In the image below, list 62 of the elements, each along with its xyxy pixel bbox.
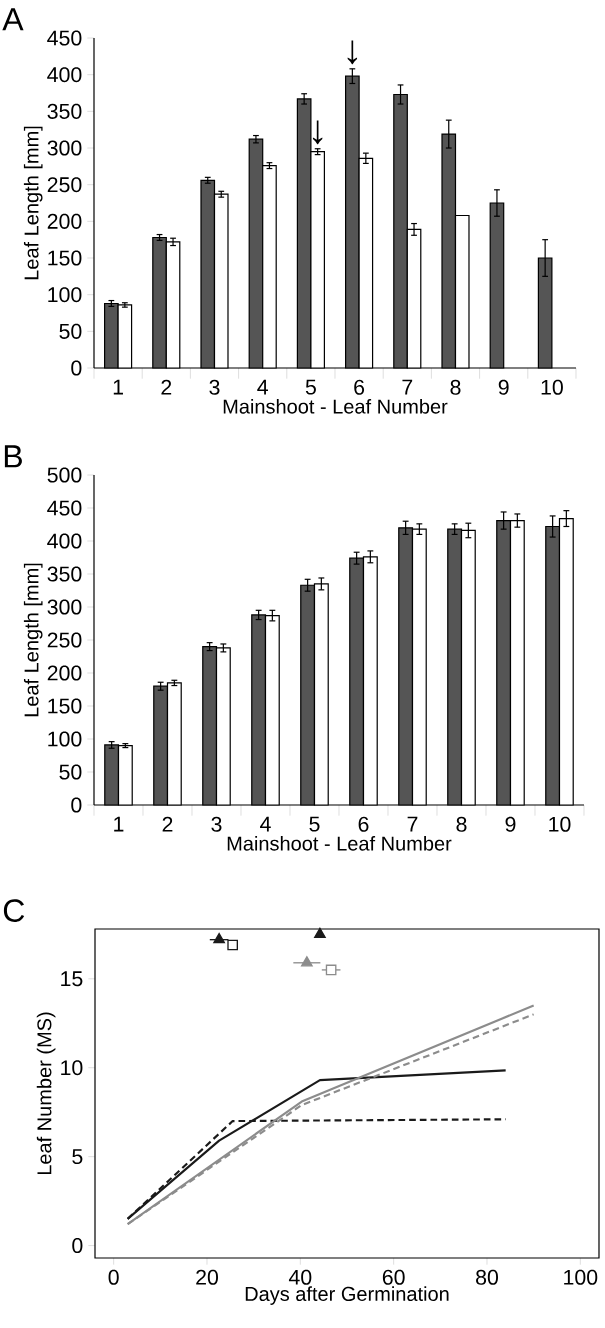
- y-tick-label: 150: [48, 698, 82, 714]
- y-tick-label: 10: [61, 1060, 83, 1076]
- y-axis-title: Leaf Number (MS): [36, 1012, 56, 1175]
- y-axis-title: Leaf Length [mm]: [23, 563, 43, 717]
- y-tick-label: 15: [61, 971, 83, 987]
- x-tick-label: 3: [209, 379, 220, 395]
- y-tick-label: 450: [47, 500, 82, 516]
- y-tick-label: 5: [72, 1149, 83, 1165]
- x-tick-label: 6: [358, 816, 369, 832]
- y-tick-label: 50: [59, 764, 82, 780]
- x-tick-label: 60: [382, 1269, 405, 1285]
- x-tick-label: 3: [211, 816, 222, 832]
- x-tick-label: 0: [108, 1269, 119, 1285]
- y-tick-label: 200: [47, 665, 82, 681]
- x-axis-title: Mainshoot - Leaf Number: [227, 835, 452, 851]
- x-tick-label: 40: [288, 1269, 312, 1285]
- y-tick-label: 250: [47, 177, 82, 193]
- x-tick-label: 4: [257, 379, 268, 395]
- x-tick-label: 4: [260, 816, 271, 832]
- x-tick-label: 80: [476, 1269, 499, 1285]
- x-tick-label: 9: [505, 816, 516, 832]
- x-tick-label: 100: [564, 1269, 598, 1285]
- y-tick-label: 0: [72, 1238, 83, 1254]
- x-tick-label: 20: [196, 1269, 219, 1285]
- x-tick-label: 5: [305, 379, 316, 395]
- y-tick-label: 200: [47, 213, 82, 229]
- x-tick-label: 2: [161, 379, 172, 395]
- x-axis-title: Days after Germination: [245, 1286, 449, 1305]
- x-tick-label: 7: [402, 379, 413, 395]
- annotation: ↓: [347, 40, 358, 65]
- x-tick-label: 2: [162, 816, 173, 832]
- y-tick-label: 300: [47, 140, 82, 156]
- y-tick-label: 0: [71, 797, 82, 813]
- chart-title: B: [4, 445, 22, 468]
- x-tick-label: 7: [407, 816, 418, 832]
- y-tick-label: 400: [47, 67, 82, 83]
- annotation: ↓: [312, 120, 323, 145]
- x-axis-title: Mainshoot - Leaf Number: [223, 398, 448, 414]
- x-tick-label: 6: [354, 379, 365, 395]
- y-tick-label: 50: [59, 323, 82, 339]
- x-tick-label: 10: [541, 379, 563, 395]
- x-tick-label: 1: [113, 379, 123, 395]
- x-tick-label: 5: [309, 816, 320, 832]
- chart-title: A: [2, 8, 24, 31]
- y-tick-label: 400: [47, 533, 82, 549]
- x-tick-label: 8: [456, 816, 467, 832]
- y-tick-label: 350: [47, 103, 82, 119]
- y-tick-label: 300: [47, 599, 82, 615]
- y-tick-label: 450: [47, 30, 82, 46]
- y-tick-label: 150: [48, 250, 82, 266]
- x-tick-label: 8: [450, 379, 461, 395]
- y-axis-title: Leaf Length [mm]: [23, 126, 43, 280]
- y-tick-label: 350: [47, 566, 82, 582]
- y-tick-label: 100: [48, 731, 82, 747]
- y-tick-label: 250: [47, 632, 82, 648]
- x-tick-label: 10: [549, 816, 571, 832]
- x-tick-label: 9: [498, 379, 509, 395]
- y-tick-label: 0: [71, 360, 82, 376]
- x-tick-label: 1: [114, 816, 124, 832]
- y-tick-label: 100: [48, 287, 82, 303]
- chart-title: C: [3, 899, 25, 922]
- y-tick-label: 500: [47, 467, 82, 483]
